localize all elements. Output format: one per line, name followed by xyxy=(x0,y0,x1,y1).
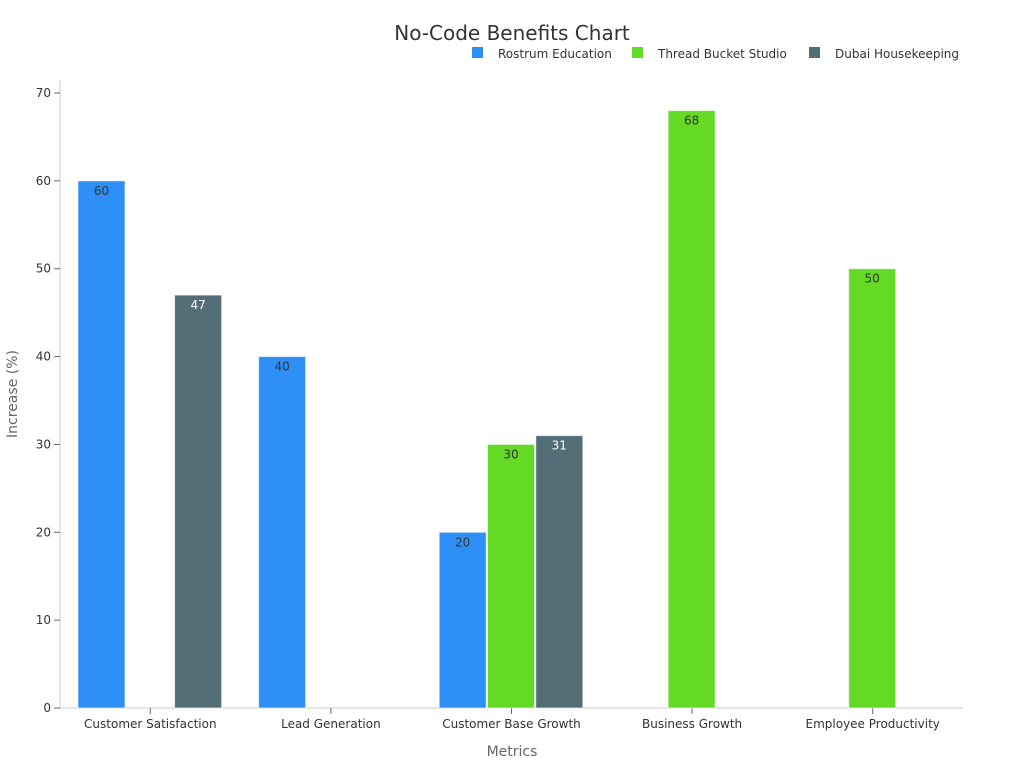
x-axis-label: Metrics xyxy=(487,744,538,760)
bars: 60 47 40 20 30 31 68 50 xyxy=(77,110,897,709)
bar xyxy=(258,356,307,709)
bar-value-label: 20 xyxy=(455,535,470,549)
legend-label: Dubai Housekeeping xyxy=(835,47,959,61)
y-tick-label: 20 xyxy=(36,525,51,539)
bar xyxy=(438,531,487,709)
bar-value-label: 31 xyxy=(552,439,567,453)
x-axis: Customer Satisfaction Lead Generation Cust… xyxy=(60,707,963,731)
legend-item: Dubai Housekeeping xyxy=(809,47,959,61)
y-tick-label: 50 xyxy=(36,262,51,276)
bar-value-label: 30 xyxy=(503,447,518,461)
bar-value-label: 47 xyxy=(190,298,205,312)
legend-swatch xyxy=(809,47,820,58)
y-tick-label: 70 xyxy=(36,86,51,100)
x-tick-label: Lead Generation xyxy=(281,717,381,731)
bar-value-label: 60 xyxy=(94,184,109,198)
legend-item: Rostrum Education xyxy=(472,47,612,61)
bar xyxy=(848,268,897,709)
legend-label: Rostrum Education xyxy=(498,47,612,61)
y-tick-label: 0 xyxy=(43,701,51,715)
bar-value-label: 40 xyxy=(274,360,289,374)
bar xyxy=(487,443,535,709)
legend-swatch xyxy=(632,47,643,58)
chart-title: No-Code Benefits Chart xyxy=(394,21,630,45)
bar xyxy=(535,435,584,709)
x-tick-label: Customer Satisfaction xyxy=(84,717,217,731)
legend-item: Thread Bucket Studio xyxy=(632,47,787,61)
bar xyxy=(77,180,126,709)
bar xyxy=(667,110,716,709)
legend-label: Thread Bucket Studio xyxy=(657,47,787,61)
x-tick-label: Customer Base Growth xyxy=(442,717,581,731)
bar-value-label: 68 xyxy=(684,114,699,128)
x-tick-label: Employee Productivity xyxy=(806,717,940,731)
y-axis: 0 10 20 30 40 50 60 70 xyxy=(36,80,61,715)
y-tick-label: 40 xyxy=(36,350,51,364)
y-axis-label: Increase (%) xyxy=(5,350,21,438)
y-tick-label: 10 xyxy=(36,613,51,627)
x-tick-label: Business Growth xyxy=(642,717,742,731)
bar-value-label: 50 xyxy=(865,272,880,286)
y-tick-label: 60 xyxy=(36,174,51,188)
y-tick-label: 30 xyxy=(36,437,51,451)
legend: Rostrum Education Thread Bucket Studio Dub… xyxy=(472,47,959,61)
legend-swatch xyxy=(472,47,483,58)
bar xyxy=(174,294,223,709)
